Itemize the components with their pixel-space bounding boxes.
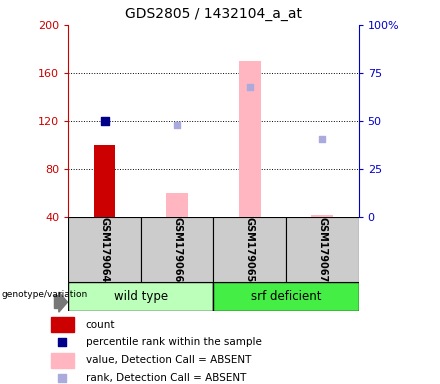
Text: percentile rank within the sample: percentile rank within the sample xyxy=(85,338,261,348)
Text: GSM179067: GSM179067 xyxy=(317,217,327,282)
Bar xyxy=(141,217,213,282)
Bar xyxy=(68,282,213,311)
Bar xyxy=(68,217,141,282)
FancyArrow shape xyxy=(55,292,67,312)
Text: rank, Detection Call = ABSENT: rank, Detection Call = ABSENT xyxy=(85,373,246,384)
Text: genotype/variation: genotype/variation xyxy=(1,290,88,299)
Title: GDS2805 / 1432104_a_at: GDS2805 / 1432104_a_at xyxy=(125,7,302,21)
Text: GSM179065: GSM179065 xyxy=(245,217,255,282)
Point xyxy=(101,118,108,124)
Text: srf deficient: srf deficient xyxy=(251,290,321,303)
Point xyxy=(59,376,66,382)
Text: value, Detection Call = ABSENT: value, Detection Call = ABSENT xyxy=(85,356,251,366)
Bar xyxy=(166,193,188,217)
Bar xyxy=(51,353,74,368)
Point xyxy=(319,136,326,142)
Point xyxy=(59,339,66,346)
Point xyxy=(174,121,181,127)
Point xyxy=(246,84,253,91)
Bar xyxy=(51,317,74,332)
Bar xyxy=(94,145,115,217)
Bar xyxy=(286,217,359,282)
Text: count: count xyxy=(85,319,115,329)
Bar xyxy=(213,282,359,311)
Text: GSM179064: GSM179064 xyxy=(99,217,110,282)
Text: GSM179066: GSM179066 xyxy=(172,217,182,282)
Text: wild type: wild type xyxy=(114,290,168,303)
Bar xyxy=(213,217,286,282)
Bar xyxy=(312,215,333,217)
Bar xyxy=(239,61,260,217)
